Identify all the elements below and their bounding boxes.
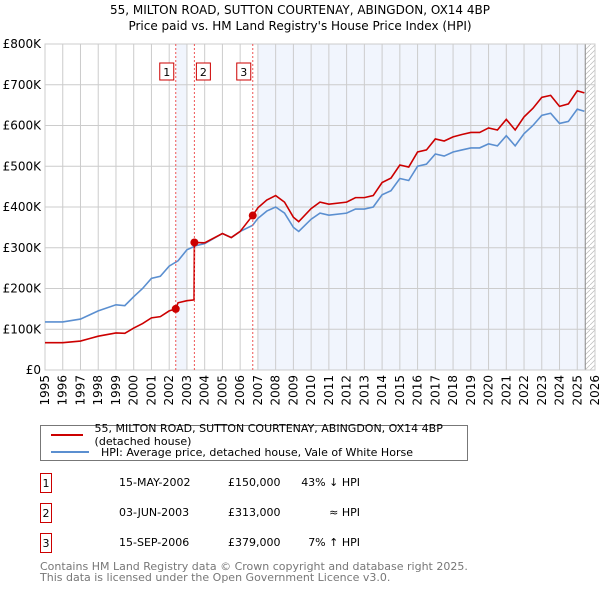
series-line (45, 108, 585, 323)
transaction-badge-label: 3 (240, 66, 247, 79)
legend-swatch-red (51, 434, 83, 436)
x-tick-label: 2012 (340, 375, 354, 406)
transaction-point (190, 238, 199, 247)
y-tick-label: £500K (3, 159, 43, 173)
x-tick-label: 2018 (446, 375, 460, 406)
sale-date: 15-MAY-2002 (119, 476, 191, 489)
marker-badge: 1 (40, 473, 52, 493)
x-tick-label: 2000 (127, 375, 141, 406)
x-tick-label: 2026 (588, 375, 600, 406)
transaction-badge (159, 62, 175, 81)
x-tick-label: 2001 (144, 375, 158, 406)
chart-title: 55, MILTON ROAD, SUTTON COURTENAY, ABING… (110, 3, 490, 17)
x-tick-label: 2010 (304, 375, 318, 406)
x-tick-label: 1997 (73, 375, 87, 406)
transaction-badge (236, 62, 252, 81)
plot-border (44, 43, 596, 371)
x-tick-label: 1999 (109, 375, 123, 406)
x-tick-label: 2017 (428, 375, 442, 406)
y-tick-label: £800K (3, 37, 43, 51)
x-tick-label: 2004 (198, 375, 212, 406)
x-tick-label: 1996 (56, 375, 70, 406)
sale-date: 15-SEP-2006 (119, 536, 190, 549)
transaction-badge (195, 62, 211, 81)
x-tick-label: 2019 (464, 375, 478, 406)
transaction-badge-label: 2 (200, 66, 207, 79)
x-tick-label: 2016 (411, 375, 425, 406)
transaction-badge-label: 1 (163, 66, 170, 79)
y-tick-label: £300K (3, 241, 43, 255)
transaction-point (248, 211, 257, 220)
x-tick-label: 2005 (215, 375, 229, 406)
marker-badge: 2 (40, 503, 52, 523)
x-tick-label: 2015 (393, 375, 407, 406)
y-tick-label: £200K (3, 282, 43, 296)
x-tick-label: 2024 (553, 375, 567, 406)
x-tick-label: 2008 (269, 375, 283, 406)
legend-swatch-blue (51, 451, 89, 453)
x-tick-label: 1998 (91, 375, 105, 406)
legend-item-hpi: HPI: Average price, detached house, Vale… (51, 444, 413, 460)
sale-price: £379,000 (228, 536, 281, 549)
chart-subtitle: Price paid vs. HM Land Registry's House … (128, 19, 472, 33)
x-tick-label: 2014 (375, 375, 389, 406)
marker-badge: 3 (40, 533, 52, 553)
x-tick-label: 2011 (322, 375, 336, 406)
sale-price: £313,000 (228, 506, 281, 519)
footer-copyright: Contains HM Land Registry data © Crown c… (40, 560, 468, 573)
x-tick-label: 2013 (357, 375, 371, 406)
x-tick-label: 2002 (162, 375, 176, 406)
table-row: 3 15-SEP-2006 £379,000 7% ↑ HPI (40, 533, 440, 555)
x-tick-label: 2007 (251, 375, 265, 406)
legend-label: 55, MILTON ROAD, SUTTON COURTENAY, ABING… (94, 422, 443, 448)
y-tick-label: £600K (3, 119, 43, 133)
legend: 55, MILTON ROAD, SUTTON COURTENAY, ABING… (40, 422, 468, 461)
price-chart: £0 £100K £200K £300K £400K £500K £600K £700K £80… (3, 37, 600, 406)
x-tick-label: 2023 (535, 375, 549, 406)
series-line (45, 89, 585, 344)
sale-price: £150,000 (228, 476, 281, 489)
y-tick-label: £700K (3, 78, 43, 92)
sale-date: 03-JUN-2003 (119, 506, 190, 519)
x-tick-label: 2022 (517, 375, 531, 406)
legend-label: HPI: Average price, detached house, Vale… (101, 445, 413, 459)
y-tick-label: £0 (26, 363, 41, 377)
hpi-comparison: 7% ↑ HPI (308, 536, 360, 549)
transaction-point (171, 304, 180, 313)
x-tick-label: 2020 (482, 375, 496, 406)
hpi-comparison: ≈ HPI (329, 506, 360, 519)
x-tick-label: 2003 (180, 375, 194, 406)
footer-licence: This data is licensed under the Open Gov… (40, 571, 391, 584)
x-tick-label: 2006 (233, 375, 247, 406)
hpi-comparison: 43% ↓ HPI (301, 476, 360, 489)
y-tick-label: £400K (3, 200, 43, 214)
x-tick-label: 1995 (38, 375, 52, 406)
x-tick-label: 2025 (570, 375, 584, 406)
table-row: 2 03-JUN-2003 £313,000 ≈ HPI (40, 503, 440, 525)
y-tick-label: £100K (3, 322, 43, 336)
x-tick-label: 2009 (286, 375, 300, 406)
legend-item-property: 55, MILTON ROAD, SUTTON COURTENAY, ABING… (51, 422, 467, 448)
x-tick-label: 2021 (499, 375, 513, 406)
table-row: 1 15-MAY-2002 £150,000 43% ↓ HPI (40, 473, 440, 495)
